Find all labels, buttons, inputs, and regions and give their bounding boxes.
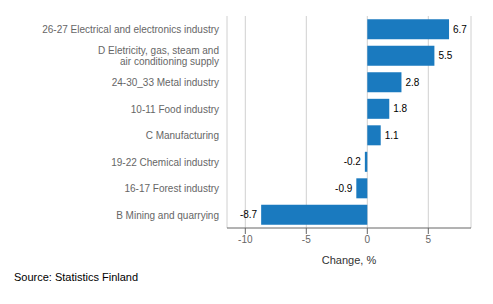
svg-text:10-11 Food industry: 10-11 Food industry	[131, 103, 219, 114]
svg-text:2.8: 2.8	[405, 77, 419, 88]
svg-text:C Manufacturing: C Manufacturing	[146, 130, 219, 141]
svg-text:1.8: 1.8	[393, 103, 407, 114]
svg-text:5.5: 5.5	[438, 50, 452, 61]
svg-text:D Eletricity, gas, steam andai: D Eletricity, gas, steam andair conditio…	[98, 45, 219, 67]
svg-text:Change, %: Change, %	[322, 254, 377, 266]
html-text:Source: Statistics Finland: Source: Statistics Finland	[14, 271, 139, 283]
svg-text:6.7: 6.7	[453, 24, 467, 35]
svg-text:-0.2: -0.2	[344, 156, 362, 167]
svg-text:-5: -5	[302, 234, 311, 245]
svg-text:1.1: 1.1	[385, 130, 399, 141]
svg-text:0: 0	[365, 234, 371, 245]
svg-text:B Mining and quarrying: B Mining and quarrying	[116, 209, 219, 220]
svg-text:16-17 Forest industry: 16-17 Forest industry	[125, 183, 220, 194]
svg-text:5: 5	[426, 234, 432, 245]
svg-text:-10: -10	[238, 234, 253, 245]
svg-text:26-27 Electrical and electroni: 26-27 Electrical and electronics industr…	[42, 24, 219, 35]
svg-text:19-22 Chemical industry: 19-22 Chemical industry	[111, 156, 219, 167]
svg-text:24-30_33 Metal industry: 24-30_33 Metal industry	[112, 77, 219, 88]
svg-text:-0.9: -0.9	[335, 183, 353, 194]
svg-text:-8.7: -8.7	[240, 209, 258, 220]
